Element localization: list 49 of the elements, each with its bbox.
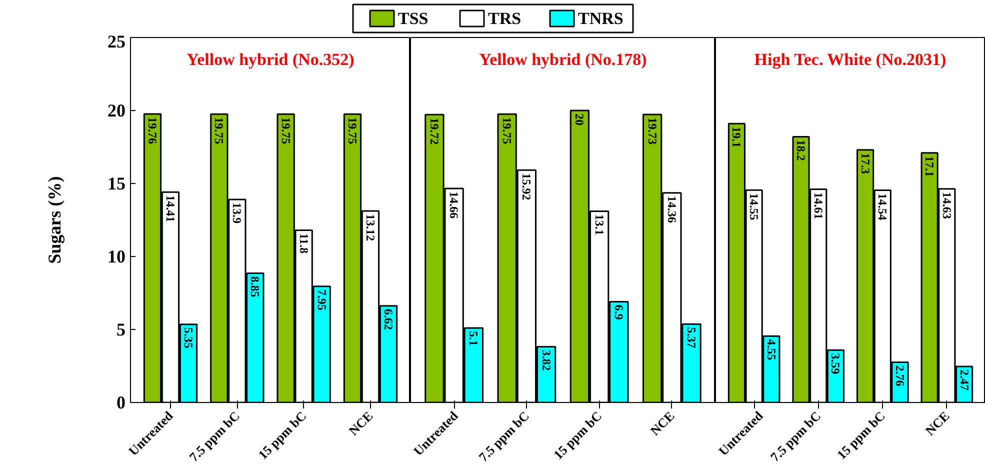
data-label: 2.47 bbox=[957, 369, 972, 390]
text: Yellow hybrid (No.178) bbox=[479, 50, 647, 69]
legend-label: TRS bbox=[488, 9, 522, 28]
data-label: 5.1 bbox=[466, 331, 481, 346]
data-label: 13.12 bbox=[364, 214, 378, 241]
y-tick-label: 5 bbox=[116, 320, 126, 340]
data-label: 17.1 bbox=[922, 156, 937, 177]
y-tick-label: 25 bbox=[108, 32, 126, 52]
data-label: 15.92 bbox=[520, 173, 534, 200]
data-label: 19.76 bbox=[146, 117, 160, 144]
text: High Tec. White (No.2031) bbox=[754, 50, 946, 69]
data-label: 14.55 bbox=[747, 193, 762, 220]
data-label: 19.75 bbox=[346, 117, 360, 144]
data-label: 19.75 bbox=[500, 117, 514, 144]
data-label: 14.61 bbox=[811, 192, 826, 220]
y-axis-title: Sugars (%) bbox=[44, 176, 64, 264]
data-label: 7.95 bbox=[314, 289, 329, 310]
data-label: 13.1 bbox=[592, 214, 606, 236]
data-label: 19.72 bbox=[427, 118, 442, 145]
data-label: 11.8 bbox=[296, 233, 311, 254]
data-label: 3.59 bbox=[828, 353, 843, 374]
data-label: 19.75 bbox=[278, 117, 293, 144]
data-label: 5.37 bbox=[684, 327, 699, 348]
data-label: 20 bbox=[572, 114, 587, 126]
data-label: 6.62 bbox=[382, 308, 396, 330]
data-label: 19.75 bbox=[212, 117, 226, 144]
data-label: 19.73 bbox=[645, 117, 660, 144]
data-label: 17.3 bbox=[858, 152, 872, 174]
data-label: 6.9 bbox=[612, 304, 626, 320]
y-tick-label: 10 bbox=[108, 246, 126, 266]
data-label: 14.63 bbox=[940, 192, 954, 219]
legend-label: TSS bbox=[398, 9, 428, 28]
y-tick-label: 20 bbox=[108, 100, 126, 120]
y-tick-label: 15 bbox=[108, 174, 126, 194]
legend-label: TNRS bbox=[578, 9, 624, 28]
data-label: 18.2 bbox=[794, 140, 808, 161]
data-label: 14.66 bbox=[447, 191, 462, 218]
data-label: 3.82 bbox=[539, 350, 554, 371]
data-label: 13.9 bbox=[230, 202, 244, 224]
data-label: 4.55 bbox=[764, 339, 778, 360]
y-tick-label: 0 bbox=[116, 392, 126, 412]
data-label: 8.85 bbox=[248, 276, 262, 298]
data-label: 5.35 bbox=[182, 327, 196, 348]
data-label: 14.41 bbox=[164, 195, 178, 222]
data-label: 2.76 bbox=[893, 365, 907, 386]
data-label: 14.54 bbox=[876, 193, 890, 220]
data-label: 19.1 bbox=[730, 126, 744, 148]
text: Yellow hybrid (No.352) bbox=[186, 50, 354, 69]
data-label: 14.36 bbox=[664, 196, 679, 223]
